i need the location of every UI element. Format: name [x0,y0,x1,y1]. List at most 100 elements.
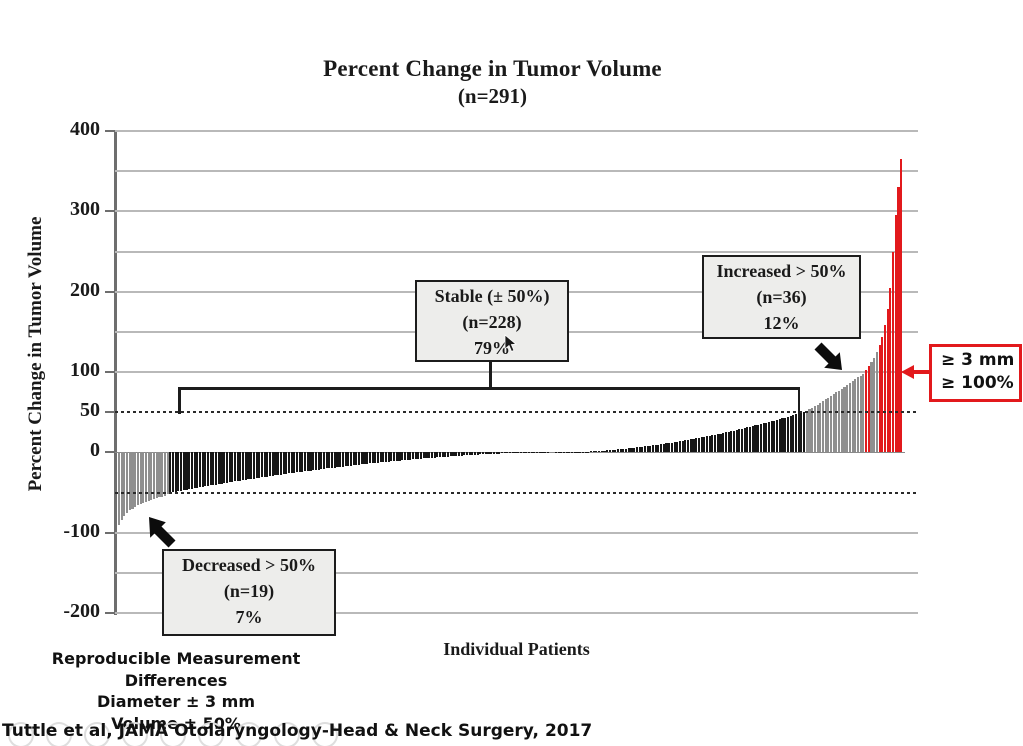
bar [587,451,590,453]
bar [784,417,787,453]
red-arrow-icon [901,365,931,379]
bar [339,452,342,467]
bar [867,366,870,453]
bar [805,410,808,453]
bar [271,452,274,476]
y-axis-tick [105,411,115,414]
bar [716,434,719,453]
bar [236,452,239,482]
bar [430,452,433,458]
bar [390,452,393,462]
bar [198,452,201,488]
bar [212,452,215,486]
bar [571,452,574,453]
watermark-circle [84,722,110,746]
bar [366,452,369,464]
bar [856,377,860,453]
bar [635,447,638,453]
bar [848,383,851,453]
y-tick-label: 50 [80,399,100,422]
footnote-line1: Reproducible Measurement Differences [51,649,301,690]
y-tick-label: 100 [70,359,100,381]
bar [689,439,692,453]
stable-bracket-horizontal [178,387,800,390]
bar [411,452,415,460]
bar [231,452,234,482]
bar [161,452,164,497]
watermark-circle [8,722,34,746]
bar [792,415,795,453]
x-axis-label: Individual Patients [443,639,590,659]
bar [560,452,563,453]
bar [476,452,479,455]
bar [150,452,153,500]
bar [325,452,328,469]
bar [646,446,649,453]
bar [773,420,776,453]
bar [333,452,336,468]
bar [118,452,121,525]
decreased-line2: (n=19) [223,581,275,601]
bar [479,452,482,455]
bar [735,429,738,453]
bar [517,452,520,453]
bar [247,452,250,480]
bar [840,388,843,453]
bar [422,452,425,459]
gridline [115,250,918,253]
bar [277,452,280,475]
bar [252,452,255,479]
bar [123,452,126,516]
bar [258,452,261,478]
bar [754,425,757,453]
y-tick-label: -200 [63,600,100,622]
bar [285,452,288,474]
bar [889,287,892,453]
bar [563,452,566,453]
stable-line1: Stable (± 50%) [434,286,550,306]
bar [668,442,671,453]
bar [616,449,620,453]
bar [177,452,180,492]
bar [838,390,841,453]
bar [865,369,868,453]
bar [697,437,700,453]
bar [428,452,431,458]
bar [449,452,452,457]
y-axis-tick [105,612,115,614]
bar [859,375,862,453]
bar [468,452,471,456]
bar [819,402,822,453]
bar [144,452,148,503]
bar [695,438,698,453]
bar [803,412,806,453]
bar [832,394,835,453]
citation: Tuttle et al, JAMA Otolaryngology-Head &… [2,721,593,741]
y-tick-label: -100 [63,519,100,542]
bar [225,452,228,483]
bar [233,452,237,482]
bar [678,441,682,453]
bar [873,357,876,453]
gridline [115,371,918,373]
bar [352,452,355,466]
bar [511,452,514,454]
increased-line2: (n=36) [756,287,807,307]
y-axis-tick [105,531,115,534]
decreased-line1: Decreased > 50% [182,555,316,575]
bar [409,452,412,460]
bar [684,440,687,453]
bar [336,452,339,468]
bar [824,399,827,453]
bar [290,452,293,474]
stable-annotation-box: Stable (± 50%) (n=228) 79% [415,280,569,362]
bar [886,309,889,453]
bar [282,452,285,475]
dashed-reference-line [115,411,918,414]
bar [312,452,315,471]
bar [665,443,668,453]
bar [743,427,746,453]
y-axis-tick [105,210,115,213]
bar [322,452,326,469]
